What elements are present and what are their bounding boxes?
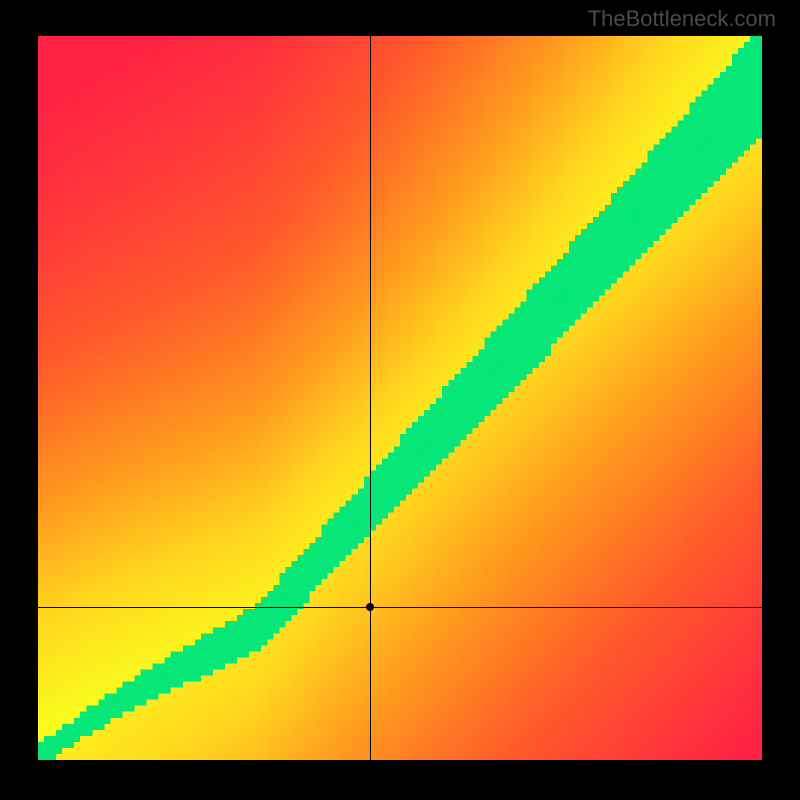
crosshair-horizontal: [38, 607, 762, 608]
heatmap-canvas: [38, 36, 762, 760]
crosshair-vertical: [370, 36, 371, 760]
heatmap-plot: [38, 36, 762, 760]
watermark-text: TheBottleneck.com: [588, 6, 776, 32]
marker-dot: [366, 603, 374, 611]
